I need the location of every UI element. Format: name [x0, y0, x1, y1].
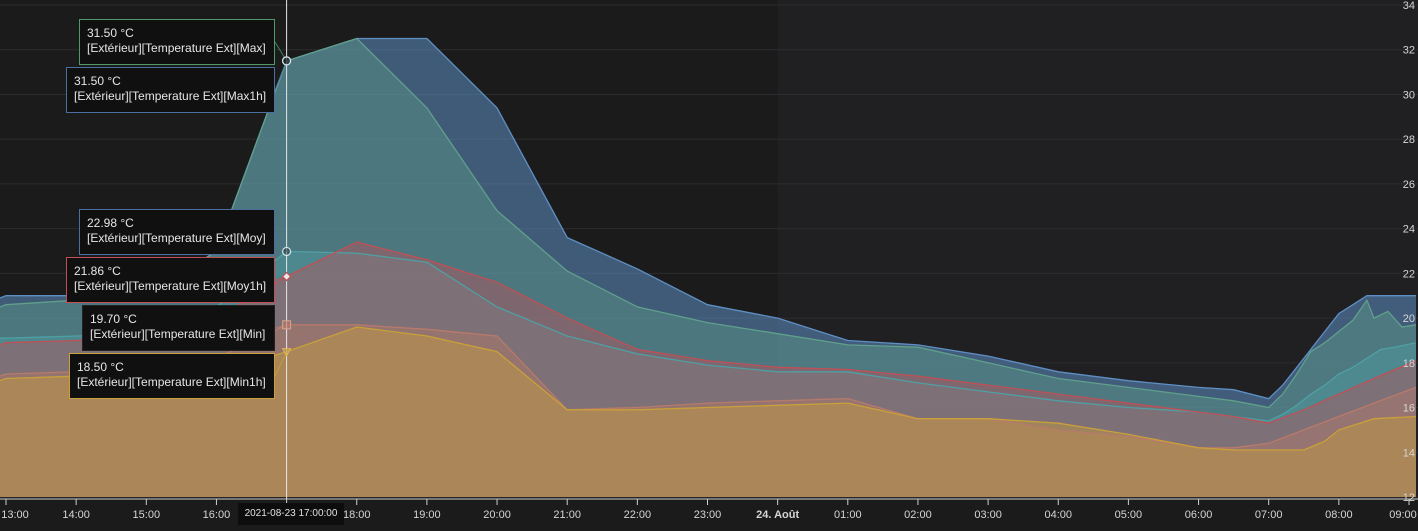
tooltip-connector — [274, 60, 288, 91]
series-line — [0, 37, 1417, 409]
hover-marker — [281, 271, 292, 282]
y-tick-label: 30 — [1403, 89, 1415, 101]
x-tick-label: 04:00 — [1044, 509, 1072, 521]
tooltip: 31.50 °C [Extérieur][Temperature Ext][Max… — [79, 19, 275, 65]
y-tick-label: 12 — [1403, 492, 1415, 504]
x-tick-label: 09:00 — [1389, 509, 1417, 521]
x-tick-label: 02:00 — [904, 509, 932, 521]
tooltip: 22.98 °C [Extérieur][Temperature Ext][Moy… — [79, 209, 275, 255]
x-tick-label: 06:00 — [1185, 509, 1213, 521]
x-tick-label: 18:00 — [343, 509, 371, 521]
series-areas — [0, 38, 1417, 497]
tooltip-series-label: [Extérieur][Temperature Ext][Min1h] — [77, 375, 266, 389]
x-tick-label: 13:00 — [1, 509, 29, 521]
y-tick-label: 28 — [1403, 134, 1415, 146]
hover-marker — [282, 246, 292, 257]
tooltip-series-label: [Extérieur][Temperature Ext][Max1h] — [74, 89, 267, 103]
tooltip-value: 31.50 °C — [87, 26, 134, 40]
x-tick-label: 07:00 — [1255, 509, 1283, 521]
tooltip-value: 19.70 °C — [90, 312, 137, 326]
crosshair-time-label: 2021-08-23 17:00:00 — [238, 503, 344, 525]
x-tick-label: 15:00 — [133, 509, 161, 521]
tooltip-value: 31.50 °C — [74, 74, 121, 88]
series-area — [0, 251, 1417, 497]
x-tick-label: 19:00 — [413, 509, 441, 521]
series-area — [0, 38, 1417, 497]
tooltip-connector — [274, 351, 288, 377]
tooltip-series-label: [Extérieur][Temperature Ext][Max] — [87, 41, 266, 55]
hover-markers — [281, 56, 292, 357]
x-tick-label: 22:00 — [624, 509, 652, 521]
series-area — [0, 324, 1417, 497]
x-tick-label: 21:00 — [553, 509, 581, 521]
x-tick-label: 05:00 — [1115, 509, 1143, 521]
y-tick-label: 18 — [1403, 358, 1415, 370]
tooltip-series-label: [Extérieur][Temperature Ext][Moy1h] — [74, 279, 267, 293]
x-tick-label: 14:00 — [62, 509, 90, 521]
y-tick-label: 34 — [1403, 0, 1415, 12]
tooltip-value: 18.50 °C — [77, 360, 124, 374]
y-tick-label: 16 — [1403, 403, 1415, 415]
y-tick-label: 20 — [1403, 313, 1415, 325]
x-tick-label: 16:00 — [203, 509, 231, 521]
series-area — [0, 242, 1417, 497]
x-tick-label: 03:00 — [974, 509, 1002, 521]
hover-marker — [282, 320, 292, 330]
x-tick-label: 24. Août — [756, 509, 799, 521]
series-area — [0, 327, 1417, 497]
y-tick-label: 24 — [1403, 224, 1415, 236]
hover-marker — [282, 56, 292, 66]
series-area — [0, 38, 1417, 497]
hover-marker — [281, 348, 292, 357]
tooltip: 18.50 °C [Extérieur][Temperature Ext][Min… — [69, 353, 275, 399]
x-tick-label: 01:00 — [834, 509, 862, 521]
x-tick-label: 08:00 — [1325, 509, 1353, 521]
x-tick-label: 20:00 — [483, 509, 511, 521]
x-tick-label: 23:00 — [694, 509, 722, 521]
tooltip: 31.50 °C [Extérieur][Temperature Ext][Max… — [66, 67, 275, 113]
y-tick-label: 32 — [1403, 45, 1415, 57]
y-tick-label: 26 — [1403, 179, 1415, 191]
y-tick-label: 14 — [1403, 447, 1415, 459]
y-tick-label: 22 — [1403, 268, 1415, 280]
tooltip: 19.70 °C [Extérieur][Temperature Ext][Min… — [82, 305, 275, 351]
tooltip: 21.86 °C [Extérieur][Temperature Ext][Moy… — [66, 257, 275, 303]
tooltip-series-label: [Extérieur][Temperature Ext][Min] — [90, 327, 266, 341]
tooltip-series-label: [Extérieur][Temperature Ext][Moy] — [87, 231, 266, 245]
tooltip-value: 22.98 °C — [87, 216, 134, 230]
y-axis-ticks: 12 14 16 18 20 22 24 26 28 30 32 34 — [1403, 0, 1415, 504]
tooltip-value: 21.86 °C — [74, 264, 121, 278]
